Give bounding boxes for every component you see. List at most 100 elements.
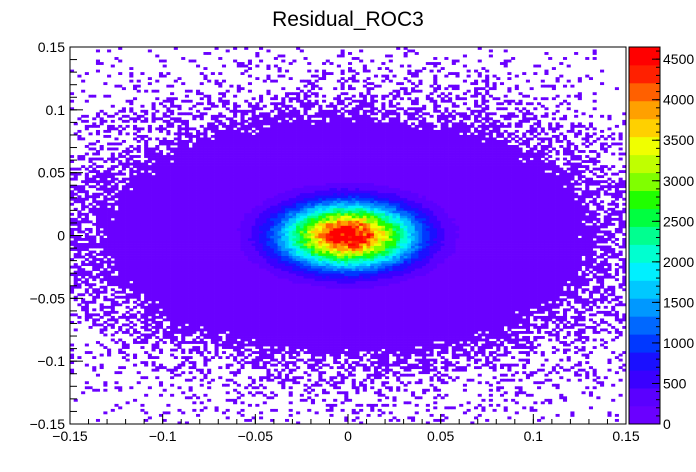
heatmap-cell <box>399 308 404 312</box>
heatmap-cell <box>344 353 349 357</box>
heatmap-cell <box>225 356 230 359</box>
heatmap-cell <box>496 403 501 407</box>
heatmap-cell <box>229 293 234 297</box>
heatmap-cell <box>588 313 593 317</box>
heatmap-cell <box>529 371 534 375</box>
heatmap-cell <box>322 343 327 347</box>
heatmap-cell <box>270 278 275 282</box>
heatmap-cell <box>425 303 430 307</box>
heatmap-cell <box>344 295 349 299</box>
heatmap-cell <box>233 283 238 287</box>
heatmap-cell <box>218 366 223 370</box>
heatmap-cell <box>429 336 434 339</box>
heatmap-cell <box>492 323 497 327</box>
heatmap-cell <box>140 376 145 380</box>
heatmap-cell <box>84 270 89 274</box>
heatmap-cell <box>592 300 597 304</box>
heatmap-cell <box>514 320 519 324</box>
heatmap-cell <box>362 320 367 324</box>
heatmap-cell <box>518 270 523 274</box>
heatmap-cell <box>110 293 115 297</box>
heatmap-cell <box>455 336 460 339</box>
heatmap-cell <box>514 285 519 289</box>
heatmap-cell <box>158 366 164 370</box>
heatmap-cell <box>533 351 538 354</box>
heatmap-cell <box>525 320 530 324</box>
heatmap-cell <box>481 283 486 287</box>
heatmap-cell <box>177 386 182 390</box>
heatmap-cell <box>299 320 304 324</box>
heatmap-cell <box>236 383 241 387</box>
heatmap-cell <box>429 275 434 279</box>
heatmap-cell <box>84 300 89 304</box>
heatmap-cell <box>203 290 208 294</box>
heatmap-cell <box>333 283 338 287</box>
heatmap-cell <box>188 285 193 289</box>
heatmap-cell <box>214 331 219 334</box>
heatmap-cell <box>314 298 319 302</box>
heatmap-cell <box>488 366 493 370</box>
heatmap-cell <box>225 308 230 312</box>
heatmap-cell <box>422 368 427 372</box>
heatmap-cell <box>214 295 219 299</box>
heatmap-cell <box>129 293 134 297</box>
heatmap-cell <box>433 343 438 347</box>
heatmap-cell <box>425 361 430 365</box>
heatmap-cell <box>221 288 227 292</box>
heatmap-cell <box>581 270 586 274</box>
heatmap-cell <box>292 273 297 277</box>
heatmap-cell <box>514 278 519 282</box>
heatmap-cell <box>503 303 508 307</box>
heatmap-cell <box>373 305 379 309</box>
heatmap-cell <box>233 298 238 302</box>
heatmap-cell <box>503 336 508 339</box>
heatmap-cell <box>340 308 345 312</box>
heatmap-cell <box>470 273 475 277</box>
heatmap-cell <box>266 305 271 309</box>
heatmap-cell <box>533 280 538 284</box>
heatmap-cell <box>537 386 542 390</box>
heatmap-cell <box>614 303 619 307</box>
heatmap-cell <box>310 398 315 402</box>
heatmap-cell <box>273 285 278 289</box>
heatmap-cell <box>533 278 538 282</box>
heatmap-cell <box>481 305 486 309</box>
heatmap-cell <box>514 318 519 322</box>
heatmap-cell <box>422 295 427 299</box>
heatmap-cell <box>559 290 564 294</box>
heatmap-cell <box>310 318 315 322</box>
heatmap-cell <box>288 280 293 284</box>
heatmap-cell <box>385 346 390 349</box>
heatmap-cell <box>444 308 449 312</box>
heatmap-cell <box>277 300 282 304</box>
heatmap-cell <box>381 320 386 324</box>
heatmap-cell <box>403 331 408 334</box>
heatmap-cell <box>144 376 149 380</box>
heatmap-cell <box>251 268 256 272</box>
heatmap-cell <box>288 386 293 390</box>
heatmap-cell <box>329 353 334 357</box>
heatmap-cell <box>499 331 505 334</box>
heatmap-cell <box>499 323 505 327</box>
heatmap-cell <box>107 283 112 287</box>
heatmap-cell <box>537 381 542 385</box>
heatmap-cell <box>340 290 345 294</box>
heatmap-cell <box>192 268 197 272</box>
heatmap-cell <box>307 318 312 322</box>
heatmap-cell <box>299 310 304 314</box>
heatmap-cell <box>158 351 164 354</box>
heatmap-cell <box>88 325 93 329</box>
heatmap-cell <box>255 285 260 289</box>
heatmap-cell <box>477 346 482 349</box>
heatmap-cell <box>477 280 482 284</box>
heatmap-cell <box>144 336 149 339</box>
heatmap-cell <box>407 366 412 370</box>
heatmap-cell <box>351 325 356 329</box>
heatmap-cell <box>399 320 404 324</box>
heatmap-cell <box>158 393 164 397</box>
heatmap-cell <box>577 300 582 304</box>
heatmap-cell <box>511 325 516 329</box>
heatmap-cell <box>318 336 323 339</box>
heatmap-cell <box>192 300 197 304</box>
heatmap-cell <box>533 268 538 272</box>
